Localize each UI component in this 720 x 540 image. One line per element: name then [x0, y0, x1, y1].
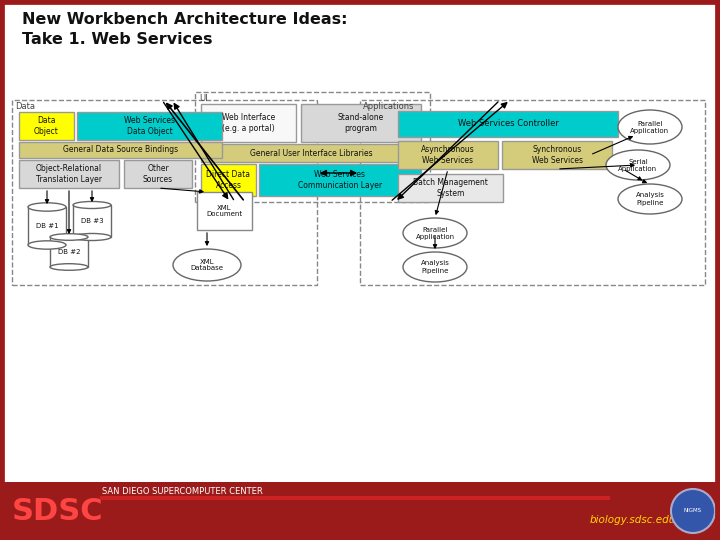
- Text: Other
Sources: Other Sources: [143, 164, 173, 184]
- Ellipse shape: [606, 150, 670, 180]
- Bar: [50, 237, 88, 267]
- Text: SDSC: SDSC: [12, 496, 104, 525]
- Text: Synchronous
Web Services: Synchronous Web Services: [531, 145, 582, 165]
- Text: UI: UI: [199, 94, 207, 103]
- Text: New Workbench Architecture Ideas:
Take 1. Web Services: New Workbench Architecture Ideas: Take 1…: [22, 12, 348, 47]
- Bar: [502, 141, 612, 169]
- Bar: [19, 112, 74, 140]
- Text: SAN DIEGO SUPERCOMPUTER CENTER: SAN DIEGO SUPERCOMPUTER CENTER: [102, 488, 263, 496]
- Text: Parallel
Application: Parallel Application: [415, 226, 454, 240]
- Text: General User Interface Libraries: General User Interface Libraries: [250, 148, 372, 158]
- Bar: [259, 164, 421, 196]
- Ellipse shape: [28, 203, 66, 211]
- Ellipse shape: [618, 184, 682, 214]
- Ellipse shape: [73, 201, 111, 208]
- Text: XML
Document: XML Document: [207, 205, 243, 218]
- Ellipse shape: [28, 241, 66, 249]
- Bar: [19, 142, 222, 158]
- Text: DB #1: DB #1: [36, 223, 58, 229]
- Bar: [28, 207, 66, 245]
- Bar: [360, 100, 705, 285]
- Text: General Data Source Bindings: General Data Source Bindings: [63, 145, 178, 154]
- Text: Analysis
Pipeline: Analysis Pipeline: [420, 260, 449, 273]
- Ellipse shape: [403, 218, 467, 248]
- Text: Direct Data
Access: Direct Data Access: [207, 170, 251, 190]
- Circle shape: [671, 489, 715, 533]
- Ellipse shape: [50, 234, 88, 240]
- Text: Batch Management
System: Batch Management System: [413, 178, 488, 198]
- Bar: [124, 160, 192, 188]
- Bar: [398, 174, 503, 202]
- Bar: [197, 192, 252, 230]
- Text: Data: Data: [15, 102, 35, 111]
- Text: Stand-alone
program: Stand-alone program: [338, 113, 384, 133]
- Bar: [195, 92, 430, 202]
- Bar: [301, 104, 421, 142]
- Bar: [77, 112, 222, 140]
- Bar: [0, 482, 720, 540]
- Text: Parallel
Application: Parallel Application: [631, 120, 670, 133]
- Bar: [100, 496, 610, 500]
- Text: Data
Object: Data Object: [34, 116, 59, 136]
- Bar: [73, 205, 111, 237]
- Text: Web Services
Communication Layer: Web Services Communication Layer: [298, 170, 382, 190]
- Bar: [398, 141, 498, 169]
- Bar: [201, 164, 256, 196]
- Text: Asynchronous
Web Services: Asynchronous Web Services: [421, 145, 475, 165]
- Text: Web Services
Data Object: Web Services Data Object: [124, 116, 175, 136]
- Bar: [12, 100, 317, 285]
- Bar: [201, 104, 296, 142]
- Text: NIGMS: NIGMS: [684, 509, 702, 514]
- Text: Applications: Applications: [363, 102, 415, 111]
- Text: Analysis
Pipeline: Analysis Pipeline: [636, 192, 665, 206]
- Ellipse shape: [50, 264, 88, 271]
- Text: Web Interface
(e.g. a portal): Web Interface (e.g. a portal): [222, 113, 275, 133]
- Text: Serial
Application: Serial Application: [618, 159, 657, 172]
- Ellipse shape: [73, 233, 111, 240]
- Ellipse shape: [618, 110, 682, 144]
- Bar: [19, 160, 119, 188]
- Text: biology.sdsc.edu: biology.sdsc.edu: [590, 515, 676, 525]
- Bar: [398, 111, 618, 137]
- Ellipse shape: [403, 252, 467, 282]
- Bar: [201, 144, 421, 162]
- Text: XML
Database: XML Database: [191, 259, 223, 272]
- Ellipse shape: [173, 249, 241, 281]
- Text: DB #2: DB #2: [58, 249, 80, 255]
- Text: DB #3: DB #3: [81, 218, 103, 224]
- Text: Web Services Controller: Web Services Controller: [458, 119, 559, 129]
- Text: Object-Relational
Translation Layer: Object-Relational Translation Layer: [36, 164, 102, 184]
